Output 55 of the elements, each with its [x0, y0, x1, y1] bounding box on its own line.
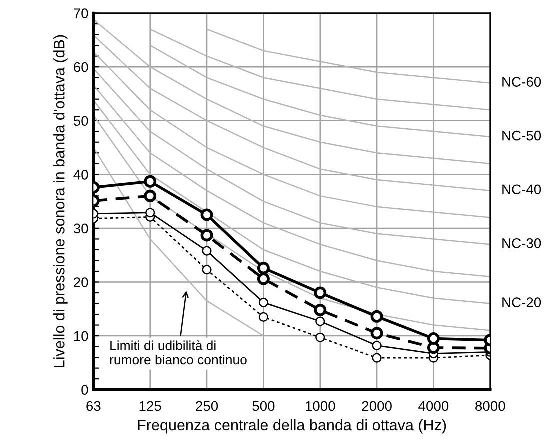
line-series: [206, 28, 490, 84]
line-series: [94, 19, 490, 165]
point: [372, 340, 382, 351]
line-series: [94, 114, 490, 332]
y-tick-label: 60: [74, 62, 88, 72]
y-tick-label: 50: [74, 116, 88, 126]
y-tick-label: 20: [74, 278, 88, 288]
line-series: [94, 34, 490, 192]
y-tick-label: 10: [74, 331, 88, 342]
point: [372, 353, 382, 363]
point: [202, 265, 212, 275]
y-tick-label: 70: [74, 8, 88, 18]
line-series: [94, 68, 490, 246]
x-tick-label: 4000: [418, 401, 449, 412]
point: [370, 327, 384, 340]
point: [257, 262, 270, 275]
point: [200, 229, 214, 242]
x-tick-label: 500: [252, 401, 275, 412]
point: [144, 175, 157, 188]
series-label: NC-50: [502, 130, 542, 141]
line-series: [94, 147, 264, 337]
point: [316, 332, 326, 342]
point: [258, 312, 268, 322]
line-series: [94, 100, 490, 304]
point: [257, 272, 270, 286]
point: [144, 190, 157, 202]
point: [314, 304, 327, 316]
y-tick-label: 0: [82, 385, 88, 396]
point: [316, 316, 326, 326]
point: [370, 310, 384, 323]
line-series: [94, 51, 490, 218]
point: [200, 208, 214, 222]
y-tick-label: 40: [74, 170, 88, 180]
series-label: NC-30: [502, 238, 542, 248]
x-tick-label: 8000: [476, 401, 506, 412]
x-axis-title: Frequenza centrale della banda di ottava (Hz): [138, 419, 446, 434]
series-label: NC-40: [502, 184, 542, 195]
x-tick-label: 63: [86, 401, 101, 412]
series-label: NC-60: [502, 77, 542, 87]
line-series: [94, 84, 490, 278]
point: [314, 286, 327, 300]
point: [202, 246, 212, 256]
series-label: NC-20: [502, 298, 542, 308]
line-series: [150, 44, 490, 138]
x-tick-label: 1000: [306, 401, 336, 412]
x-tick-label: 2000: [362, 401, 392, 412]
x-tick-label: 125: [140, 401, 162, 412]
line-series: [150, 28, 490, 111]
point: [427, 332, 440, 345]
y-axis-title: Livello di pressione sonora in banda d'ottava (dB): [54, 35, 68, 368]
x-tick-label: 250: [196, 401, 218, 412]
annotation: Limiti di udibilità di rumore bianco continuo: [110, 340, 247, 365]
point: [258, 298, 268, 308]
y-tick-label: 30: [74, 224, 88, 234]
point: [146, 208, 156, 218]
